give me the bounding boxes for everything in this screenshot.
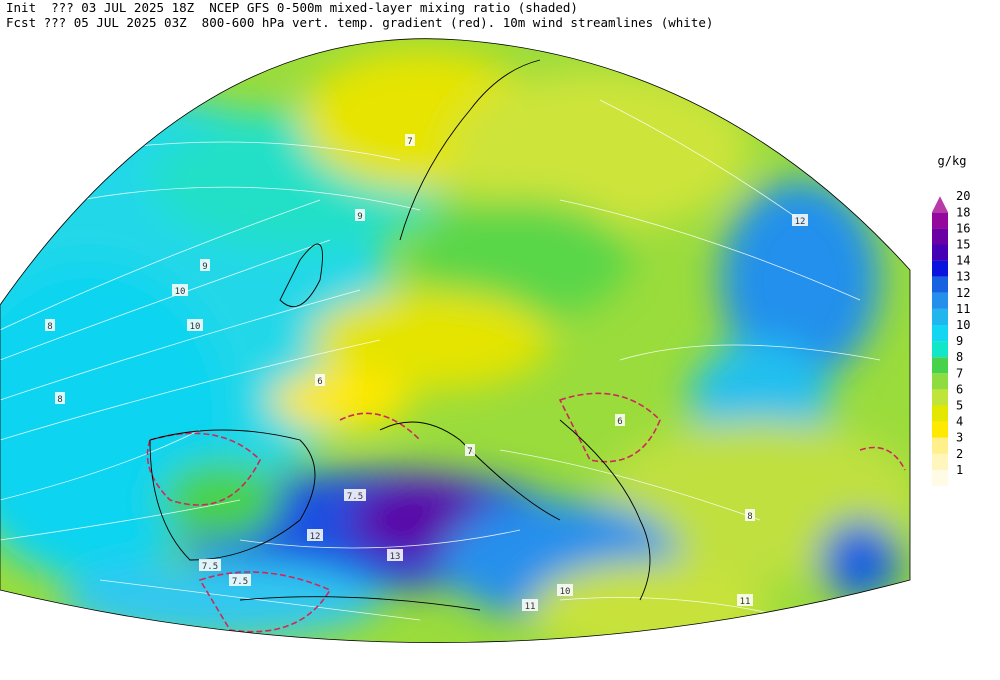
legend-label: 9 <box>956 334 963 348</box>
contour-label: 8 <box>47 322 52 332</box>
legend-label: 13 <box>956 270 970 284</box>
contour-label: 8 <box>57 395 62 405</box>
contour-label: 10 <box>175 287 186 297</box>
contour-label-box <box>172 284 188 296</box>
legend-swatch <box>932 308 948 325</box>
legend-label: 16 <box>956 221 970 235</box>
contour-label-box <box>405 134 415 146</box>
contour-label-box <box>315 374 325 386</box>
legend-label: 1 <box>956 463 963 477</box>
contour-label: 12 <box>310 532 321 542</box>
contour-label: 7.5 <box>347 492 363 502</box>
contour-label-box <box>737 594 753 606</box>
contour-label-box <box>557 584 573 596</box>
map-field <box>0 38 910 643</box>
contour-label-box <box>199 559 221 571</box>
contour-label: 6 <box>617 417 622 427</box>
legend-unit: g/kg <box>938 154 967 168</box>
contour-label-box <box>344 489 366 501</box>
legend-swatch <box>932 437 948 454</box>
contour-label: 10 <box>190 322 201 332</box>
contour-label: 8 <box>747 512 752 522</box>
legend-label: 3 <box>956 431 963 445</box>
contour-label: 6 <box>317 377 322 387</box>
contour-label-box <box>465 444 475 456</box>
contour-label: 10 <box>560 587 571 597</box>
map-border <box>0 38 911 644</box>
legend-swatch <box>932 244 948 261</box>
contour-label: 11 <box>525 602 536 612</box>
contour-label-box <box>387 549 403 561</box>
legend-swatch <box>932 453 948 470</box>
legend-label: 5 <box>956 399 963 413</box>
contour-label-box <box>229 574 251 586</box>
legend-swatch <box>932 276 948 293</box>
contour-label-box <box>45 319 55 331</box>
legend-label: 14 <box>956 254 970 268</box>
contour-label: 11 <box>740 597 751 607</box>
legend-swatch <box>932 389 948 406</box>
legend-label: 8 <box>956 350 963 364</box>
contour-label-box <box>187 319 203 331</box>
legend-label: 4 <box>956 415 963 429</box>
contour-label: 7.5 <box>232 577 248 587</box>
legend-label: 2 <box>956 447 963 461</box>
legend-label: 15 <box>956 238 970 252</box>
legend-swatch <box>932 212 948 229</box>
legend-label: 7 <box>956 366 963 380</box>
legend-swatch <box>932 405 948 422</box>
contour-label-box <box>200 259 210 271</box>
legend-label: 11 <box>956 302 970 316</box>
contour-label: 13 <box>390 552 401 562</box>
contour-label-box <box>522 599 538 611</box>
legend-swatch <box>932 357 948 374</box>
contour-label-box <box>792 214 808 226</box>
contour-label: 9 <box>202 262 207 272</box>
contour-label: 9 <box>357 212 362 222</box>
contour-label-box <box>355 209 365 221</box>
legend-swatch <box>932 260 948 277</box>
legend-swatch <box>932 228 948 245</box>
legend-swatch <box>932 373 948 390</box>
contour-label-box <box>745 509 755 521</box>
legend-label: 6 <box>956 382 963 396</box>
header-init: Init ??? 03 JUL 2025 18Z NCEP GFS 0-500m… <box>6 0 578 15</box>
coastlines <box>149 59 651 611</box>
contour-label: 7 <box>407 137 412 147</box>
legend-swatch <box>932 421 948 438</box>
legend-label: 12 <box>956 286 970 300</box>
contour-label: 7 <box>467 447 472 457</box>
legend-label: 10 <box>956 318 970 332</box>
legend-swatch <box>932 292 948 309</box>
legend-swatch <box>932 469 948 486</box>
legend-swatch <box>932 196 948 213</box>
contour-label-box <box>615 414 625 426</box>
header-fcst: Fcst ??? 05 JUL 2025 03Z 800-600 hPa ver… <box>6 15 714 30</box>
legend-swatch <box>932 325 948 342</box>
contour-label: 7.5 <box>202 562 218 572</box>
contour-label-box <box>307 529 323 541</box>
legend-swatch <box>932 341 948 358</box>
contour-label-box <box>55 392 65 404</box>
legend-label: 20 <box>956 189 970 203</box>
contour-label: 12 <box>795 217 806 227</box>
legend-label: 18 <box>956 205 970 219</box>
